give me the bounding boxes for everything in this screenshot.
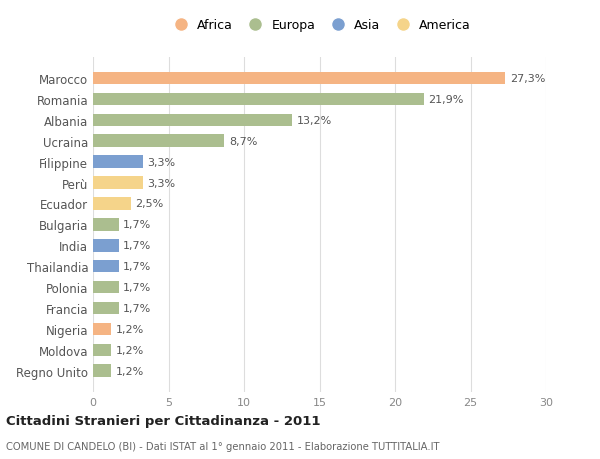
Legend: Africa, Europa, Asia, America: Africa, Europa, Asia, America [166,17,473,35]
Bar [93,323,111,336]
Text: Cittadini Stranieri per Cittadinanza - 2011: Cittadini Stranieri per Cittadinanza - 2… [6,414,320,428]
Text: 27,3%: 27,3% [510,74,545,84]
Text: 1,2%: 1,2% [116,324,144,334]
Text: 1,7%: 1,7% [123,282,151,292]
Bar [93,73,505,85]
Bar [93,302,119,314]
Text: 21,9%: 21,9% [428,95,464,105]
Text: 1,2%: 1,2% [116,345,144,355]
Bar [93,281,119,294]
Text: COMUNE DI CANDELO (BI) - Dati ISTAT al 1° gennaio 2011 - Elaborazione TUTTITALIA: COMUNE DI CANDELO (BI) - Dati ISTAT al 1… [6,441,439,451]
Text: 2,5%: 2,5% [135,199,164,209]
Text: 1,7%: 1,7% [123,303,151,313]
Bar [93,94,424,106]
Text: 1,2%: 1,2% [116,366,144,376]
Bar [93,198,131,210]
Bar [93,240,119,252]
Text: 3,3%: 3,3% [148,157,175,168]
Bar [93,365,111,377]
Text: 1,7%: 1,7% [123,241,151,251]
Bar [93,177,143,190]
Text: 1,7%: 1,7% [123,220,151,230]
Text: 13,2%: 13,2% [297,116,332,126]
Bar [93,344,111,356]
Bar [93,156,143,168]
Text: 3,3%: 3,3% [148,178,175,188]
Text: 1,7%: 1,7% [123,262,151,272]
Text: 8,7%: 8,7% [229,136,257,146]
Bar [93,218,119,231]
Bar [93,260,119,273]
Bar [93,135,224,148]
Bar [93,114,292,127]
